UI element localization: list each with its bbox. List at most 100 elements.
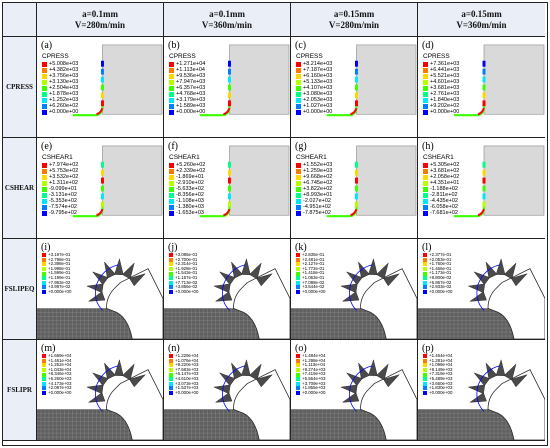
color-legend: +3.197e-01 +2.798e-01 +2.398e-01 +1.998e-01… — [42, 252, 71, 295]
legend-swatch — [169, 267, 173, 272]
legend-item: +3.080e+03 — [296, 91, 332, 97]
contact-path — [349, 365, 373, 412]
contact-marker — [482, 60, 486, 67]
chip-segment — [346, 372, 363, 387]
legend-value: +4.107e+03 — [303, 85, 333, 91]
figure-panel: (n) +1.229e+04 +1.076e+04 +9.220e+03 +7.683e… — [164, 340, 291, 441]
tool-body — [229, 44, 290, 115]
legend-item: +4.601e+03 — [423, 79, 459, 85]
legend-item: +1.113e+04 — [169, 67, 205, 73]
legend-item: -6.058e+02 — [423, 204, 459, 210]
legend-title: CPRESS — [296, 53, 323, 60]
panel-scene — [164, 258, 290, 339]
legend-value: +7.088e-02 — [302, 279, 325, 285]
contact-marker — [354, 84, 358, 91]
legend-swatch — [423, 276, 427, 281]
color-legend: +1.464e+04 +1.281e+04 +1.098e+04 +9.149e+03… — [423, 353, 453, 396]
chip-segment — [467, 384, 486, 394]
contact-path — [222, 365, 246, 412]
panel-scene — [454, 145, 545, 218]
legend-item: +7.419e+03 — [296, 372, 325, 377]
legend-item: +1.271e+04 — [169, 61, 205, 67]
panel-label: (c) — [295, 40, 307, 51]
legend-value: +3.544e-02 — [302, 284, 325, 290]
chip-segment — [86, 384, 104, 394]
legend-value: +5.489e+03 — [429, 375, 453, 381]
legend-value: +7.683e+03 — [175, 366, 199, 372]
legend-value: +0.000e+00 — [176, 109, 206, 115]
contact-marker — [100, 84, 104, 91]
contact-marker — [227, 92, 231, 99]
legend-value: +0.000e+00 — [175, 389, 199, 395]
chip-segment — [249, 262, 262, 280]
legend-item: +2.053e-01 — [423, 256, 452, 263]
legend-swatch — [169, 192, 174, 198]
legend-swatch — [169, 73, 174, 79]
color-legend: CPRESS +5.008e+03 +4.382e+03 +3.756e+03 +3.1… — [42, 53, 78, 115]
legend-item: +2.481e-01 — [296, 257, 325, 263]
legend-item: +1.998e-01 — [42, 265, 71, 272]
tool-body — [229, 145, 290, 216]
legend-swatch — [296, 97, 301, 103]
chip-segment — [92, 271, 109, 286]
contact-marker — [100, 100, 104, 107]
figure-panel: (g) CSHEAR1 +1.552e+03 +1.259e+03 +9.668e+02… — [291, 138, 418, 239]
tool-tip — [106, 268, 163, 339]
legend-swatch — [42, 253, 46, 258]
legend-value: +1.998e-01 — [48, 265, 71, 271]
chip-segment — [503, 363, 517, 381]
legend-value: +0.000e+00 — [49, 109, 79, 115]
legend-item: +6.147e+03 — [169, 372, 198, 377]
legend-value: +1.281e+04 — [429, 357, 453, 363]
legend-item: +8.214e+03 — [296, 61, 332, 67]
chip-segment — [219, 271, 236, 286]
legend-swatch — [296, 271, 300, 276]
figure-panel: (l) +2.377e-01 +2.053e-01 +1.760e-01 +1.466e… — [418, 239, 545, 340]
legend-value: +2.314e-01 — [175, 261, 198, 267]
legend-value: +2.798e-01 — [48, 256, 71, 262]
tool-tip — [360, 268, 417, 339]
panel-label: (n) — [168, 343, 180, 354]
legend-value: +1.552e+03 — [303, 162, 333, 168]
legend-item: +2.835e-01 — [296, 252, 325, 258]
legend-value: +1.063e-01 — [302, 274, 325, 280]
col-header-feed: a=0.15mm — [333, 8, 375, 19]
legend-item: +5.564e+03 — [296, 376, 325, 382]
contact-marker — [354, 60, 358, 67]
legend-item: +4.351e+01 — [423, 180, 459, 186]
contact-marker — [482, 68, 486, 75]
legend-swatch — [169, 290, 173, 295]
chip-segment — [114, 359, 124, 377]
legend-item: -1.653e+03 — [169, 210, 205, 216]
legend-item: +1.281e+04 — [423, 357, 453, 364]
legend-swatch — [42, 204, 47, 210]
legend-swatch — [42, 162, 47, 168]
contact-marker — [227, 84, 231, 91]
contact-marker — [482, 84, 486, 91]
tool-body — [102, 44, 163, 115]
legend-value: -2.910e+02 — [176, 180, 204, 186]
color-legend: +1.229e+04 +1.076e+04 +9.220e+03 +7.683e+03… — [169, 353, 199, 396]
panel-label: (p) — [422, 343, 434, 354]
panel-scene — [199, 44, 290, 117]
legend-value: +1.076e+04 — [175, 357, 199, 363]
legend-swatch — [423, 73, 428, 79]
legend-item: +0.000e+00 — [423, 109, 459, 115]
legend-value: +1.484e+04 — [302, 353, 326, 358]
legend-item: +1.760e-01 — [423, 262, 452, 267]
legend-item: -1.869e+01 — [169, 174, 205, 180]
legend-value: +1.098e+04 — [429, 362, 453, 368]
legend-value: +2.053e-01 — [429, 256, 452, 262]
legend-swatch — [42, 386, 46, 391]
legend-swatch — [169, 386, 173, 391]
legend-item: +3.709e+03 — [296, 381, 325, 387]
legend-value: -1.108e+03 — [176, 198, 204, 204]
legend-swatch — [169, 198, 174, 204]
contact-marker — [100, 92, 104, 99]
legend-swatch — [423, 377, 427, 382]
legend-item: +1.113e+04 — [296, 363, 325, 368]
tool-tip — [233, 369, 290, 440]
chip-segment — [122, 262, 135, 280]
contact-marker — [100, 193, 104, 200]
col-header-2: a=0.1mm V=360m/min — [164, 3, 291, 37]
